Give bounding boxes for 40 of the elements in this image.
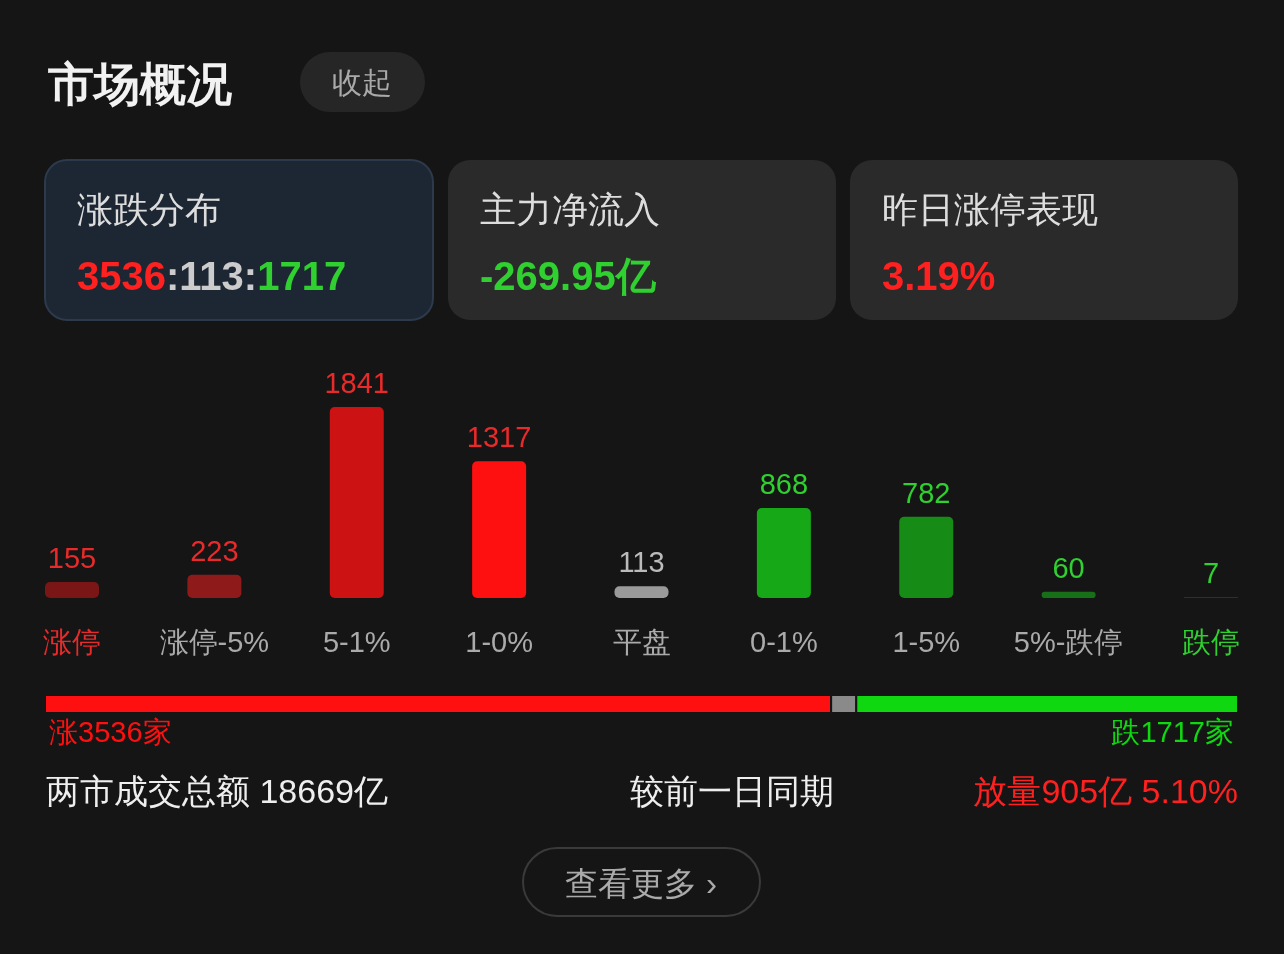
text: 3536:113:1717 [77,254,347,298]
text: 放量905亿 5.10% [973,772,1238,810]
data-label: 1841 [324,367,390,399]
text: -269.95亿 [480,254,657,298]
data-label: 60 [1052,551,1085,584]
data-label: 跌1717家 [1111,716,1234,748]
x-tick-label: 1-5% [892,626,961,658]
text: 较前一日同期 [630,772,834,810]
text: 收起 [332,66,392,99]
bar [329,407,384,598]
text: 涨跌分布 [77,189,221,230]
x-tick-label: 5-1% [322,626,391,658]
data-label: 868 [759,467,809,500]
data-label: 113 [618,546,665,579]
bar [899,516,954,598]
text: 昨日涨停表现 [882,189,1098,230]
bar [614,586,669,598]
data-label: 782 [902,476,951,509]
data-label: 涨3536家 [49,716,172,748]
x-tick-label: 1-0% [465,626,533,658]
x-tick-label: 涨停-5% [159,626,270,658]
text: 市场概况 [48,58,232,110]
x-tick-label: 跌停 [1182,626,1240,658]
data-label: 155 [47,541,97,574]
x-tick-label: 平盘 [612,626,671,658]
bar [45,581,99,598]
x-tick-label: 0-1% [750,626,818,658]
x-tick-label: 涨停 [43,626,101,658]
data-label: 223 [190,534,239,567]
x-tick-label: 5%-跌停 [1013,626,1124,658]
text: 3.19% [882,254,996,298]
bar [756,507,811,598]
data-label: 1317 [466,421,532,454]
text: 两市成交总额 18669亿 [46,772,388,810]
bar [187,574,242,598]
text: 主力净流入 [480,189,660,230]
text: 查看更多 › [564,865,718,902]
data-label: 7 [1202,557,1220,590]
bar [1041,591,1096,598]
bar [472,461,527,598]
